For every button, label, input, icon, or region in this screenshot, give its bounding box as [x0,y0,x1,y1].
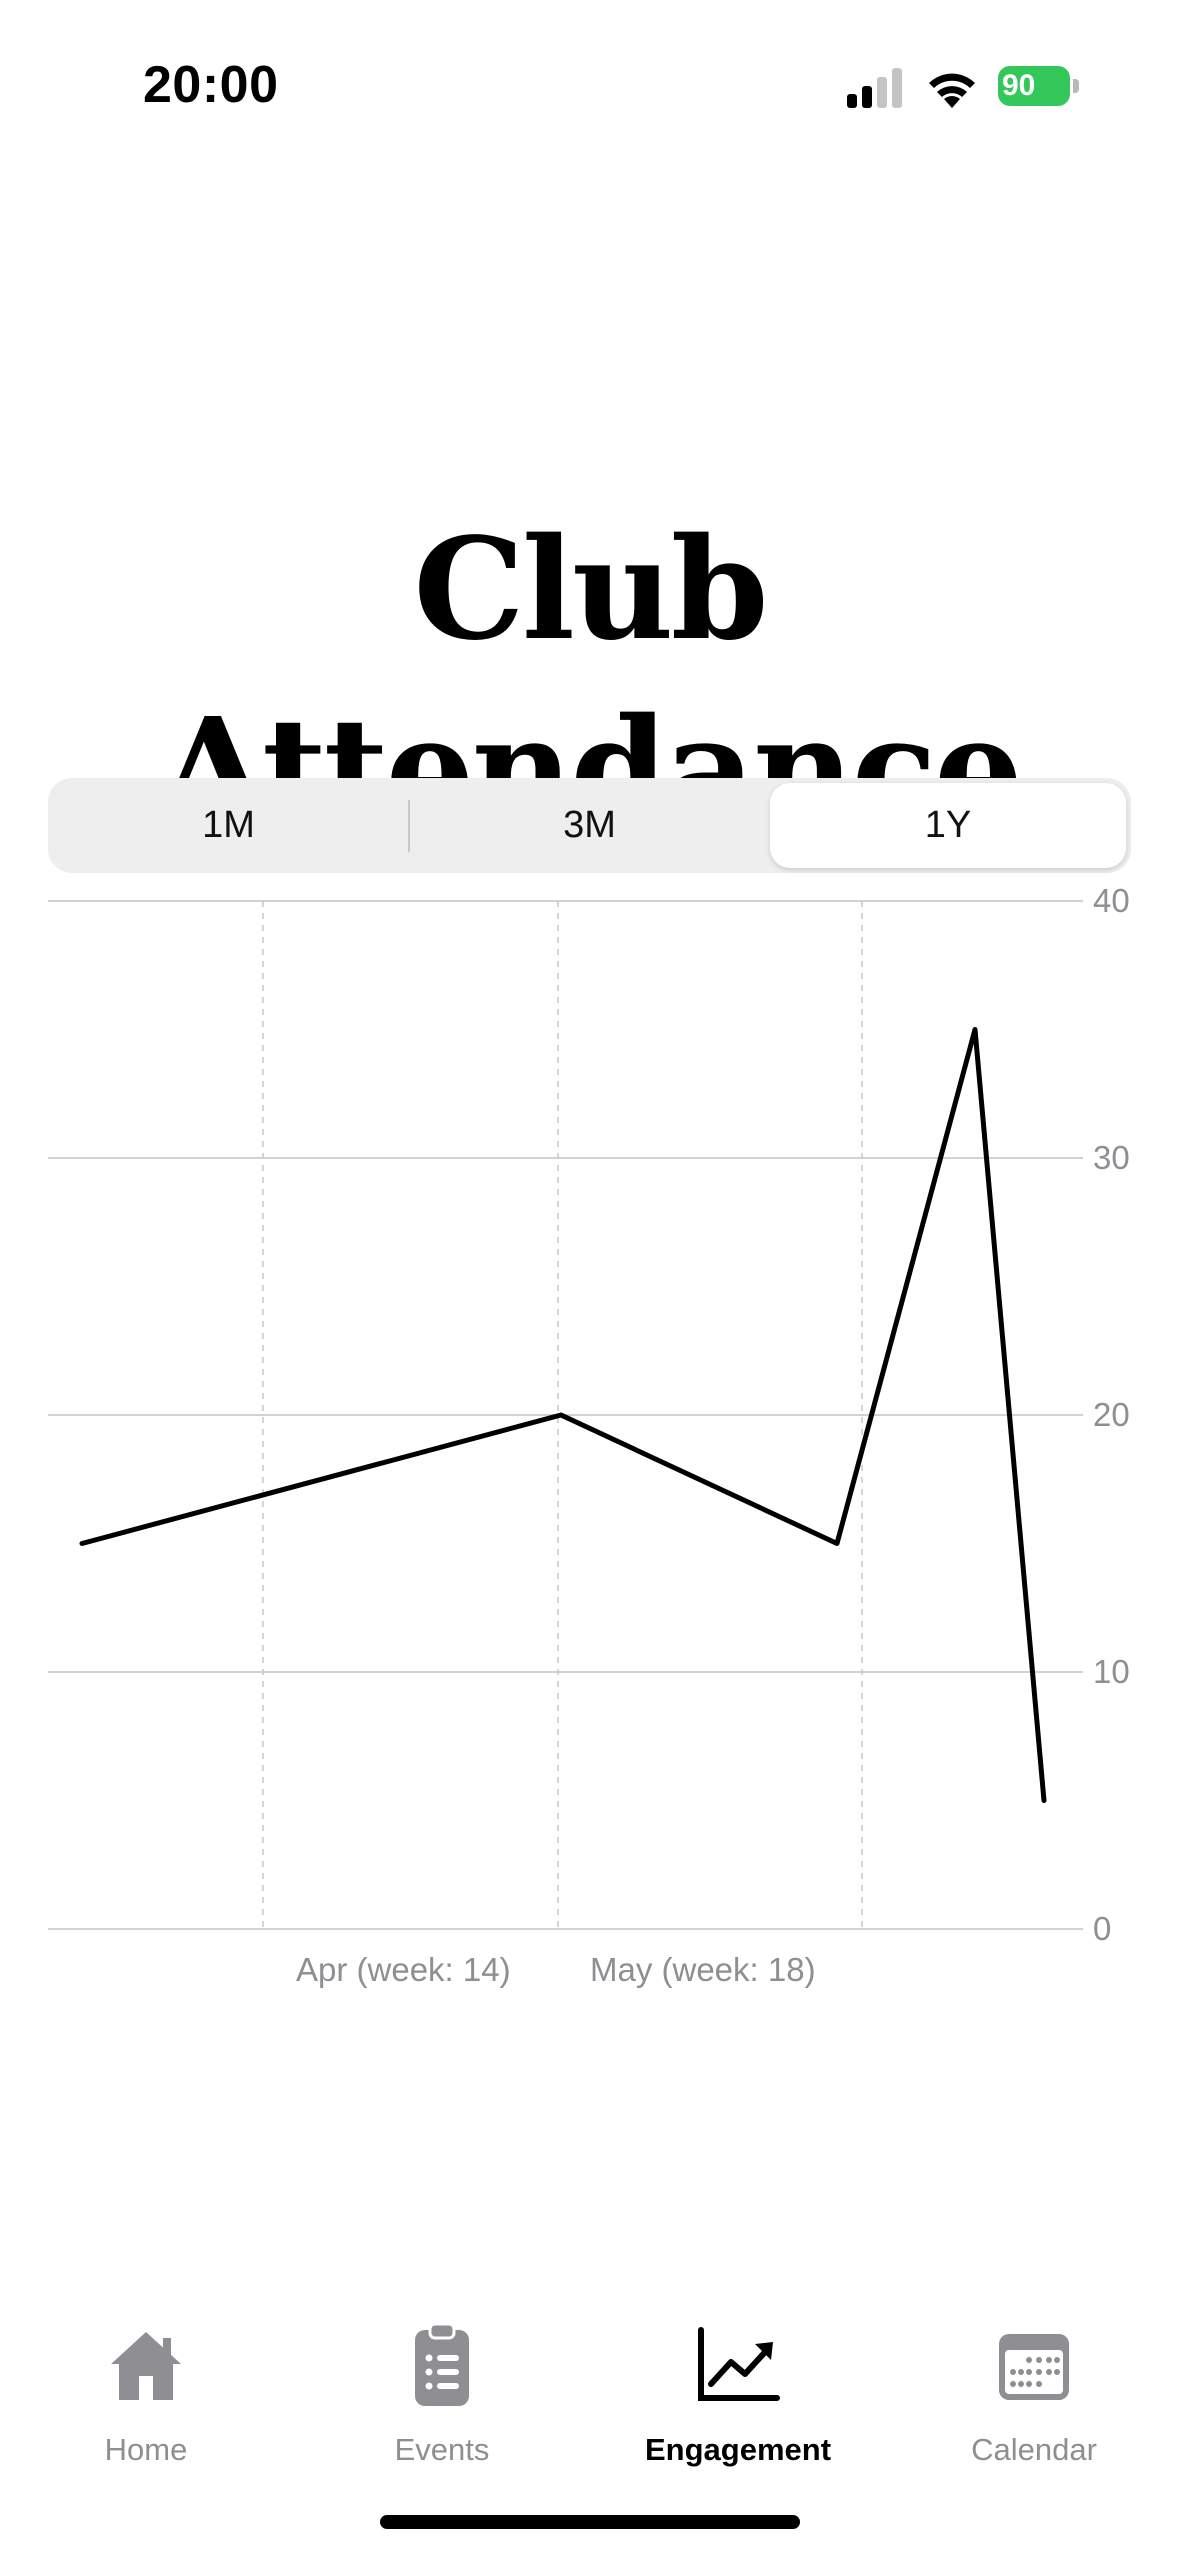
status-bar: 20:00 90 [0,0,1179,150]
tab-events-label: Events [394,2432,490,2467]
segment-divider [408,800,410,852]
segment-1y[interactable]: 1Y [770,783,1126,868]
x-tick-label: May (week: 18) [590,1951,816,1988]
segment-3m[interactable]: 3M [563,804,616,846]
attendance-chart: 0 10 20 30 40 Apr (week: 14) May (week: 18) [0,870,1179,2000]
y-tick-label: 30 [1093,1139,1130,1176]
chart-line-uptrend-icon [698,2327,780,2401]
home-indicator [380,2515,800,2529]
battery-tip [1073,79,1079,93]
tab-bar: Home Events Engagement Calend [0,2300,1179,2490]
segment-1m[interactable]: 1M [202,804,255,846]
y-tick-label: 40 [1093,882,1130,919]
tab-home[interactable]: Home [16,2320,276,2480]
wifi-icon [929,73,975,108]
tab-home-label: Home [104,2432,188,2467]
clipboard-list-icon [415,2322,469,2406]
y-tick-label: 20 [1093,1396,1130,1433]
tab-calendar[interactable]: Calendar [904,2320,1164,2480]
tab-engagement[interactable]: Engagement [608,2320,868,2480]
house-icon [111,2332,181,2400]
tab-events[interactable]: Events [312,2320,572,2480]
x-tick-label: Apr (week: 14) [296,1951,511,1988]
battery-indicator: 90 [998,66,1079,106]
y-tick-label: 0 [1093,1910,1111,1947]
time-range-segmented-control: 1M 3M 1Y [48,778,1131,873]
tab-engagement-label: Engagement [644,2432,832,2467]
battery-level: 90 [998,66,1070,106]
calendar-icon [999,2334,1069,2400]
y-tick-label: 10 [1093,1653,1130,1690]
cellular-signal-icon [847,68,902,108]
status-time: 20:00 [143,56,279,114]
tab-calendar-label: Calendar [971,2432,1097,2467]
attendance-line-chart: 0 10 20 30 40 Apr (week: 14) May (week: 18) [48,882,1130,1988]
